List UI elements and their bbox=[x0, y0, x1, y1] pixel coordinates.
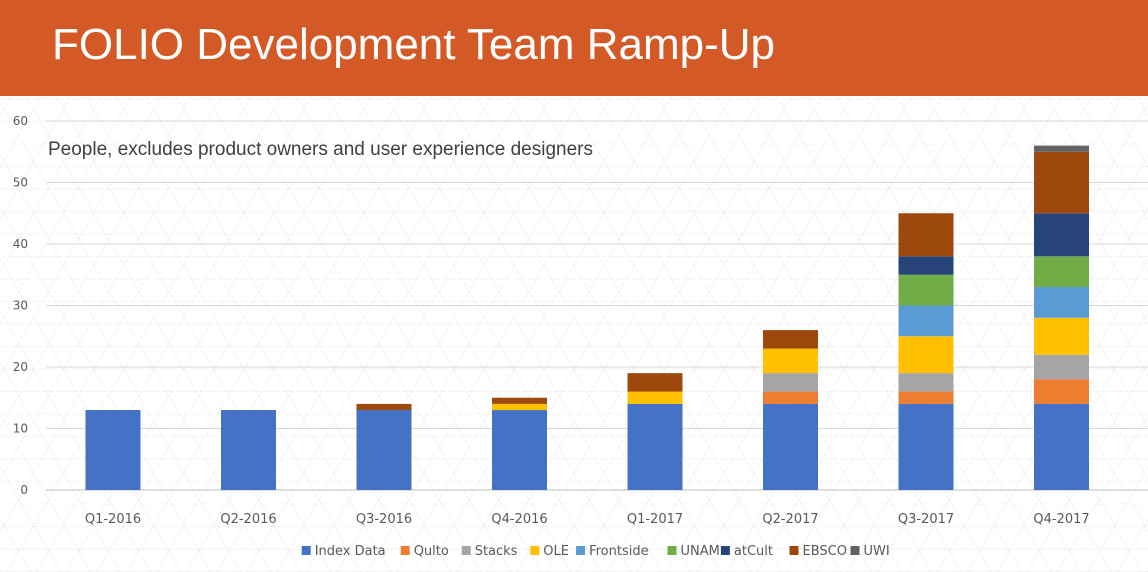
bar-segment-frontside-q4-2017 bbox=[1034, 287, 1089, 318]
bar-segment-ebsco-q3-2017 bbox=[898, 213, 954, 257]
x-tick-label: Q1-2016 bbox=[85, 512, 141, 527]
chart-area bbox=[0, 96, 1148, 572]
legend-label: UNAM bbox=[681, 544, 720, 559]
legend-swatch-atcult bbox=[720, 546, 730, 555]
legend-swatch-qulto bbox=[400, 546, 410, 555]
chart-subtitle: People, excludes product owners and user… bbox=[48, 139, 593, 160]
bar-segment-qulto-q2-2017 bbox=[763, 391, 818, 404]
legend-label: UWI bbox=[864, 544, 890, 559]
bar-segment-ebsco-q3-2016 bbox=[356, 403, 412, 411]
bar-segment-ole-q3-2017 bbox=[898, 336, 954, 374]
legend-label: OLE bbox=[543, 544, 569, 559]
x-tick-label: Q1-2017 bbox=[627, 512, 683, 527]
bar-segment-index-data-q2-2016 bbox=[221, 410, 276, 490]
bar-segment-atcult-q3-2017 bbox=[898, 256, 954, 275]
bar-segment-stacks-q2-2017 bbox=[763, 373, 818, 392]
legend-swatch-index-data bbox=[301, 546, 311, 555]
bar-segment-ebsco-q2-2017 bbox=[763, 330, 818, 349]
gridlines bbox=[46, 120, 1148, 491]
legend-label: Stacks bbox=[475, 544, 518, 559]
bar-segment-ebsco-q1-2017 bbox=[627, 373, 683, 392]
x-tick-label: Q4-2017 bbox=[1033, 512, 1089, 527]
y-tick-label: 40 bbox=[13, 237, 28, 251]
bar-segment-index-data-q4-2016 bbox=[492, 410, 547, 490]
legend-label: EBSCO bbox=[803, 544, 847, 559]
legend-label: atCult bbox=[734, 544, 773, 559]
bar-segment-ole-q1-2017 bbox=[627, 391, 683, 404]
bar-segment-index-data-q3-2017 bbox=[898, 403, 954, 490]
x-tick-label: Q2-2017 bbox=[762, 512, 818, 527]
legend-swatch-ole bbox=[530, 546, 540, 555]
y-tick-label: 0 bbox=[20, 483, 28, 497]
bar-segment-ole-q4-2016 bbox=[492, 403, 547, 411]
y-tick-label: 30 bbox=[13, 299, 28, 313]
legend-swatch-uwi bbox=[850, 546, 860, 555]
bar-segment-ole-q4-2017 bbox=[1034, 317, 1089, 355]
legend-label: Qulto bbox=[414, 544, 449, 559]
bar-segment-index-data-q1-2016 bbox=[85, 410, 141, 490]
y-tick-label: 50 bbox=[13, 176, 28, 190]
y-tick-label: 20 bbox=[13, 360, 28, 374]
bar-segment-qulto-q3-2017 bbox=[898, 391, 954, 404]
legend: Index Data Qulto Stacks OLE Frontside UNAM atC… bbox=[301, 544, 890, 559]
bar-segment-atcult-q4-2017 bbox=[1034, 213, 1089, 257]
legend-label: Frontside bbox=[589, 544, 649, 559]
bar-segment-ole-q2-2017 bbox=[763, 348, 818, 374]
legend-label: Index Data bbox=[315, 544, 386, 559]
bar-segment-ebsco-q4-2017 bbox=[1034, 151, 1089, 214]
legend-swatch-stacks bbox=[461, 546, 471, 555]
y-tick-label: 60 bbox=[13, 114, 28, 128]
bar-segment-unam-q3-2017 bbox=[898, 274, 954, 306]
legend-swatch-frontside bbox=[576, 546, 586, 555]
x-tick-label: Q2-2016 bbox=[220, 512, 276, 527]
bars bbox=[85, 145, 1089, 490]
bar-segment-stacks-q4-2017 bbox=[1034, 354, 1089, 380]
legend-swatch-unam bbox=[667, 546, 677, 555]
bar-segment-unam-q4-2017 bbox=[1034, 256, 1089, 288]
y-axis-ticks: 0 10 20 30 40 50 60 bbox=[13, 114, 28, 497]
x-tick-label: Q4-2016 bbox=[491, 512, 547, 527]
bar-segment-qulto-q4-2017 bbox=[1034, 379, 1089, 404]
y-tick-label: 10 bbox=[13, 422, 28, 436]
bar-segment-stacks-q3-2017 bbox=[898, 373, 954, 392]
bar-segment-index-data-q3-2016 bbox=[356, 410, 412, 490]
legend-swatch-ebsco bbox=[789, 546, 799, 555]
bar-segment-index-data-q2-2017 bbox=[763, 403, 818, 490]
bar-segment-uwi-q4-2017 bbox=[1034, 145, 1089, 152]
bar-segment-index-data-q1-2017 bbox=[627, 403, 683, 490]
bar-segment-frontside-q3-2017 bbox=[898, 305, 954, 337]
x-tick-label: Q3-2016 bbox=[356, 512, 412, 527]
bar-segment-index-data-q4-2017 bbox=[1034, 403, 1089, 490]
slide-title: FOLIO Development Team Ramp-Up bbox=[52, 20, 776, 69]
bar-segment-ebsco-q4-2016 bbox=[492, 397, 547, 404]
title-banner: FOLIO Development Team Ramp-Up bbox=[0, 0, 1148, 96]
x-tick-label: Q3-2017 bbox=[898, 512, 954, 527]
x-axis-ticks: Q1-2016 Q2-2016 Q3-2016 Q4-2016 Q1-2017 Q2-20… bbox=[85, 512, 1090, 527]
